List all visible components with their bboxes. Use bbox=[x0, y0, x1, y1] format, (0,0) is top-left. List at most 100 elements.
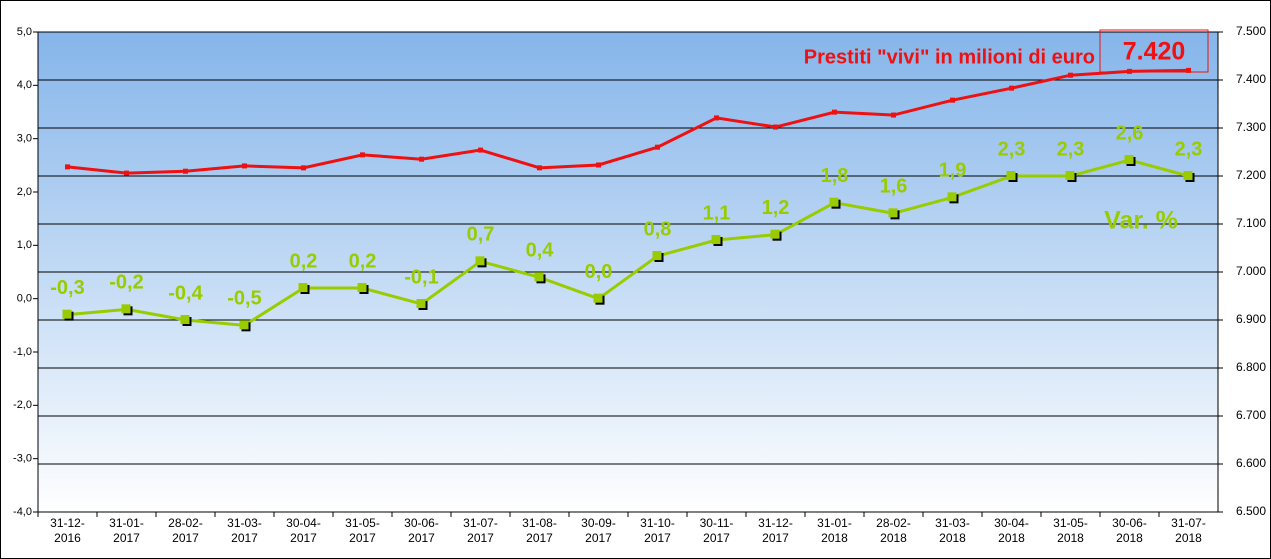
point-marker bbox=[655, 144, 660, 150]
data-label: 1,6 bbox=[880, 176, 908, 198]
point-marker bbox=[891, 112, 896, 118]
data-label: 2,3 bbox=[998, 138, 1026, 160]
point-marker bbox=[1124, 155, 1134, 164]
series-line bbox=[67, 158, 1189, 327]
x-tick-label: 30-11- 2017 bbox=[699, 516, 734, 545]
data-label: 0,2 bbox=[290, 250, 318, 272]
y2-tick-label: 6.500 bbox=[1236, 504, 1266, 518]
point-marker bbox=[1009, 85, 1014, 91]
y2-tick-label: 7.500 bbox=[1236, 24, 1266, 38]
point-marker bbox=[301, 165, 306, 171]
y2-tick-label: 7.100 bbox=[1236, 216, 1266, 230]
point-marker bbox=[714, 115, 719, 121]
data-label: 1,2 bbox=[762, 197, 790, 219]
data-label: 2,3 bbox=[1057, 138, 1085, 160]
x-tick-label: 31-01- 2018 bbox=[817, 516, 852, 545]
x-tick-label: 31-05- 2018 bbox=[1053, 516, 1088, 545]
point-marker bbox=[121, 304, 131, 314]
x-tick-label: 30-04- 2017 bbox=[286, 516, 321, 545]
point-marker bbox=[1183, 171, 1193, 180]
point-marker bbox=[419, 156, 424, 162]
data-label: 2,3 bbox=[1175, 138, 1203, 160]
point-marker bbox=[298, 283, 308, 292]
point-marker bbox=[183, 168, 188, 174]
point-marker bbox=[357, 283, 367, 292]
point-marker bbox=[773, 124, 778, 130]
point-marker bbox=[242, 163, 247, 169]
data-label: 0,2 bbox=[349, 250, 377, 272]
x-tick-label: 28-02- 2017 bbox=[168, 516, 203, 545]
x-tick-label: 30-06- 2018 bbox=[1112, 516, 1147, 545]
point-marker bbox=[947, 192, 957, 202]
y2-tick-label: 7.000 bbox=[1236, 264, 1266, 278]
point-marker bbox=[124, 170, 129, 176]
point-marker bbox=[534, 272, 544, 282]
point-marker bbox=[239, 320, 249, 330]
y-tick-label: 0,0 bbox=[17, 293, 32, 305]
point-marker bbox=[950, 97, 955, 103]
x-tick-label: 31-03- 2017 bbox=[227, 516, 262, 545]
point-marker bbox=[829, 197, 839, 207]
point-marker bbox=[1186, 67, 1191, 73]
data-label: -0,2 bbox=[109, 272, 143, 294]
x-tick-label: 30-04- 2018 bbox=[994, 516, 1029, 545]
y2-tick-label: 6.700 bbox=[1236, 408, 1266, 422]
x-tick-label: 31-07- 2018 bbox=[1171, 516, 1206, 545]
y-tick-label: 2,0 bbox=[17, 186, 32, 198]
x-tick-label: 31-12- 2016 bbox=[50, 516, 85, 545]
point-marker bbox=[475, 256, 485, 266]
y2-tick-label: 7.400 bbox=[1236, 72, 1266, 86]
point-marker bbox=[770, 229, 780, 239]
data-label: 7.420 bbox=[1123, 38, 1186, 66]
data-label: 0,0 bbox=[585, 261, 613, 283]
point-marker bbox=[62, 309, 72, 319]
point-marker bbox=[478, 147, 483, 153]
y2-tick-label: 6.900 bbox=[1236, 312, 1266, 326]
data-label: 2,6 bbox=[1116, 122, 1144, 144]
data-label: 1,9 bbox=[939, 160, 967, 182]
x-tick-label: 31-05- 2017 bbox=[345, 516, 380, 545]
point-marker bbox=[593, 293, 603, 303]
x-tick-label: 31-12- 2017 bbox=[758, 516, 793, 545]
y2-tick-label: 6.800 bbox=[1236, 360, 1266, 374]
annotation: Prestiti "vivi" in milioni di euro bbox=[804, 46, 1095, 68]
point-marker bbox=[711, 235, 721, 244]
x-tick-label: 31-07- 2017 bbox=[463, 516, 498, 545]
y2-tick-label: 7.200 bbox=[1236, 168, 1266, 182]
point-marker bbox=[1127, 68, 1132, 74]
series-line bbox=[67, 68, 1189, 175]
point-marker bbox=[888, 208, 898, 218]
x-tick-label: 30-09- 2017 bbox=[581, 516, 616, 545]
y2-tick-label: 7.300 bbox=[1236, 120, 1266, 134]
x-tick-label: 31-10- 2017 bbox=[640, 516, 675, 545]
point-marker bbox=[1006, 171, 1016, 180]
point-marker bbox=[537, 165, 542, 171]
data-label: 0,4 bbox=[526, 240, 555, 262]
data-label: -0,3 bbox=[50, 277, 84, 299]
y-tick-label: 1,0 bbox=[17, 239, 32, 251]
point-marker bbox=[652, 251, 662, 260]
data-label: -0,4 bbox=[168, 282, 203, 304]
point-marker bbox=[360, 152, 365, 158]
y2-tick-label: 6.600 bbox=[1236, 456, 1266, 470]
point-marker bbox=[65, 164, 70, 170]
y-tick-label: -1,0 bbox=[13, 346, 32, 358]
y-tick-label: 4,0 bbox=[17, 79, 32, 91]
data-label: 1,1 bbox=[703, 202, 731, 224]
y-tick-label: -3,0 bbox=[13, 453, 32, 465]
x-tick-label: 30-06- 2017 bbox=[404, 516, 439, 545]
data-label: 0,8 bbox=[644, 218, 672, 240]
x-tick-label: 28-02- 2018 bbox=[876, 516, 911, 545]
point-marker bbox=[596, 162, 601, 168]
annotation: Var. % bbox=[1104, 207, 1178, 235]
x-tick-label: 31-01- 2017 bbox=[109, 516, 144, 545]
data-label: -0,1 bbox=[404, 266, 438, 288]
label-box bbox=[1099, 29, 1209, 73]
point-marker bbox=[416, 299, 426, 308]
point-marker bbox=[832, 109, 837, 115]
y-tick-label: 5,0 bbox=[17, 26, 32, 38]
x-tick-label: 31-03- 2018 bbox=[935, 516, 970, 545]
y-tick-label: 3,0 bbox=[17, 133, 32, 145]
